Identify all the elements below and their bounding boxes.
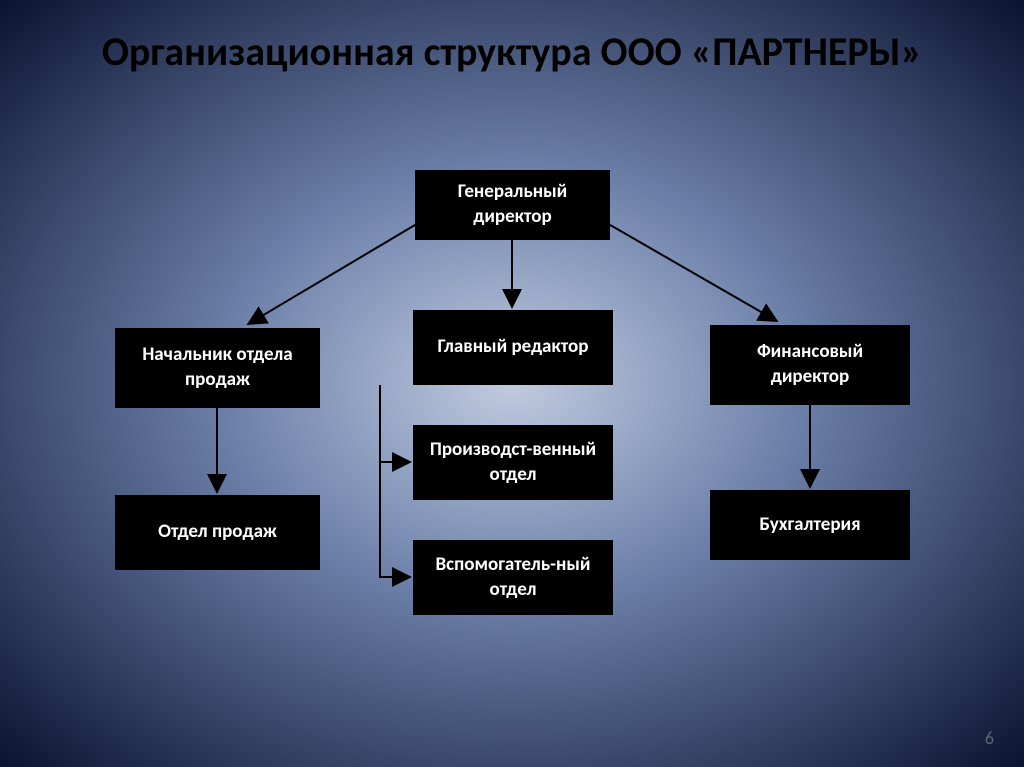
node-fin-dir: Финансовый директор [710,325,910,405]
node-support: Вспомогатель-ный отдел [413,540,613,615]
page-number: 6 [985,727,994,749]
node-production: Производст-венный отдел [413,425,613,500]
node-label: Начальник отдела продаж [125,343,310,392]
node-label: Генеральный директор [425,180,600,229]
node-accounting: Бухгалтерия [710,490,910,560]
node-label: Вспомогатель-ный отдел [423,553,603,602]
node-ceo: Генеральный директор [415,170,610,240]
node-label: Финансовый директор [720,340,900,389]
slide: Организационная структура ООО «ПАРТНЕРЫ»… [0,0,1024,767]
node-sales-head: Начальник отдела продаж [115,328,320,408]
node-label: Отдел продаж [158,520,277,545]
node-sales: Отдел продаж [115,495,320,570]
node-editor: Главный редактор [413,310,613,385]
node-label: Бухгалтерия [759,513,860,538]
slide-title: Организационная структура ООО «ПАРТНЕРЫ» [0,28,1024,76]
node-label: Производст-венный отдел [423,438,603,487]
node-label: Главный редактор [438,335,589,360]
